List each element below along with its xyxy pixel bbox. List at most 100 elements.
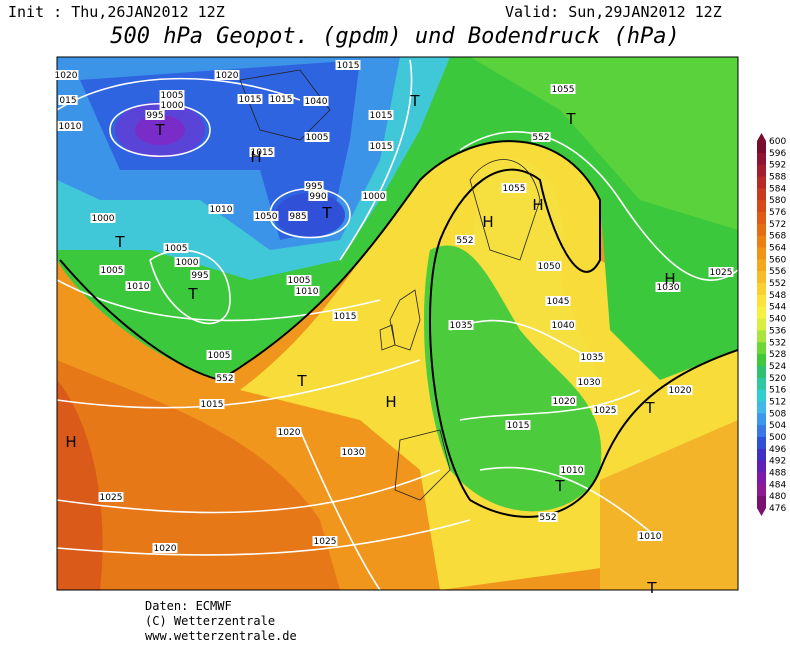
legend-level: 568 bbox=[769, 232, 786, 242]
legend-level: 516 bbox=[769, 386, 786, 396]
color-swatch bbox=[757, 377, 766, 391]
isobar-label: 1035 bbox=[581, 353, 604, 363]
isobar-label-box bbox=[159, 90, 185, 100]
isobar-label-box bbox=[655, 282, 681, 292]
isobar-label-box bbox=[208, 204, 234, 214]
legend-level: 576 bbox=[769, 208, 786, 218]
color-swatch bbox=[757, 413, 766, 426]
isobar-label: 985 bbox=[289, 212, 306, 222]
legend-level: 500 bbox=[769, 433, 786, 443]
legend-level: 584 bbox=[769, 184, 786, 194]
color-swatch bbox=[757, 365, 766, 379]
isobar-label-box bbox=[288, 211, 308, 221]
isobar-label: 1045 bbox=[547, 297, 570, 307]
color-swatch bbox=[757, 152, 766, 166]
isobar-label-box bbox=[312, 536, 338, 546]
isobar-label-box bbox=[505, 420, 531, 430]
isobar-label-box bbox=[308, 191, 328, 201]
isobar-label: 1030 bbox=[342, 448, 365, 458]
color-swatch bbox=[757, 425, 766, 438]
isobar-label-box bbox=[163, 243, 189, 253]
isobar-label: 1000 bbox=[92, 214, 115, 224]
isobar-label: 552 bbox=[216, 374, 233, 384]
color-swatch bbox=[757, 484, 766, 497]
color-swatch bbox=[757, 200, 766, 213]
isobar-label-box bbox=[592, 405, 618, 415]
pressure-center: T bbox=[114, 233, 125, 251]
isobar-label: 1010 bbox=[210, 205, 233, 215]
isobar-label: 995 bbox=[191, 271, 208, 281]
isobar-label-box bbox=[708, 267, 734, 277]
isobar-label-box bbox=[57, 121, 83, 131]
isobar-label: 1050 bbox=[538, 262, 561, 272]
isobar-label: 1020 bbox=[216, 71, 239, 81]
isobar-label-box bbox=[99, 265, 125, 275]
pressure-center: T bbox=[154, 121, 165, 139]
pressure-center: T bbox=[409, 92, 420, 110]
legend-level: 544 bbox=[769, 303, 786, 313]
color-swatch bbox=[757, 460, 766, 473]
isobar-label-box bbox=[340, 447, 366, 457]
isobar-label-box bbox=[304, 132, 330, 142]
legend-level: 480 bbox=[769, 492, 786, 502]
isobar-label: 552 bbox=[456, 236, 473, 246]
isobar-label: 1055 bbox=[552, 85, 575, 95]
isobar-label: 015 bbox=[59, 96, 76, 106]
isobar-label: 1015 bbox=[337, 61, 360, 71]
isobar-label: 1010 bbox=[296, 287, 319, 297]
isobar-label-box bbox=[286, 275, 312, 285]
isobar-label: 1015 bbox=[507, 421, 530, 431]
color-swatch bbox=[757, 389, 766, 402]
isobar-label: 1025 bbox=[100, 493, 123, 503]
isobar-label: 1025 bbox=[314, 537, 337, 547]
isobar-label-box bbox=[304, 181, 324, 191]
legend-level: 600 bbox=[769, 137, 786, 147]
legend-level: 560 bbox=[769, 255, 786, 265]
footer-line: Daten: ECMWF bbox=[145, 599, 232, 613]
isobar-label: 990 bbox=[309, 192, 326, 202]
legend-level: 536 bbox=[769, 326, 786, 336]
isobar-label-box bbox=[190, 270, 210, 280]
pressure-center: T bbox=[296, 372, 307, 390]
legend-level: 484 bbox=[769, 480, 786, 490]
isobar-label: 1015 bbox=[201, 400, 224, 410]
isobar-label: 1020 bbox=[154, 544, 177, 554]
isobar-label: 1035 bbox=[450, 321, 473, 331]
isobar-label-box bbox=[125, 281, 151, 291]
pressure-center: T bbox=[646, 579, 657, 597]
legend-level: 540 bbox=[769, 315, 786, 325]
color-swatch bbox=[757, 176, 766, 189]
pressure-center: T bbox=[644, 399, 655, 417]
color-swatch bbox=[757, 212, 766, 225]
isobar-label: 1015 bbox=[251, 148, 274, 158]
legend-level: 504 bbox=[769, 421, 786, 431]
isobar-label-box bbox=[276, 427, 302, 437]
pressure-center: H bbox=[250, 148, 261, 166]
pressure-center: T bbox=[554, 477, 565, 495]
legend-level: 524 bbox=[769, 362, 786, 372]
color-swatch bbox=[757, 271, 766, 284]
isobar-label: 1015 bbox=[370, 111, 393, 121]
legend-level: 488 bbox=[769, 468, 786, 478]
isobar-label-box bbox=[531, 132, 551, 142]
legend-level: 564 bbox=[769, 244, 786, 254]
color-swatch bbox=[757, 496, 766, 509]
isobar-label-box bbox=[576, 377, 602, 387]
color-swatch bbox=[757, 472, 766, 485]
isobar-label: 1000 bbox=[161, 101, 184, 111]
legend-level: 532 bbox=[769, 338, 786, 348]
isobar-label-box bbox=[159, 100, 185, 110]
isobar-label-box bbox=[448, 320, 474, 330]
isobar-label: 552 bbox=[539, 513, 556, 523]
color-swatch bbox=[757, 235, 766, 249]
isobar-label: 1005 bbox=[306, 133, 329, 143]
isobar-label: 1010 bbox=[127, 282, 150, 292]
isobar-label: 1030 bbox=[657, 283, 680, 293]
map-frame bbox=[56, 56, 739, 591]
isobar-label-box bbox=[294, 286, 320, 296]
isobar-label: 1010 bbox=[59, 122, 82, 132]
isobar-label-box bbox=[545, 296, 571, 306]
legend-level: 512 bbox=[769, 397, 786, 407]
isobar-label-box bbox=[551, 396, 577, 406]
